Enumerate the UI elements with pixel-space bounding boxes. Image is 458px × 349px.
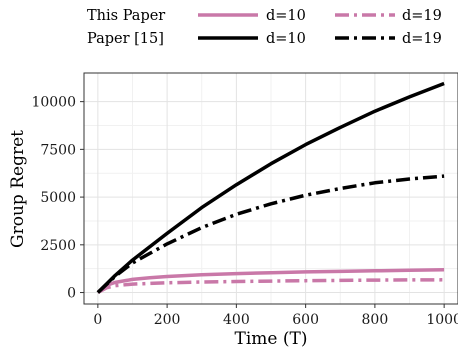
series-lines (96, 81, 445, 295)
x-tick-label: 600 (292, 312, 319, 328)
legend-label-paper15-d19: d=19 (402, 31, 442, 47)
legend-label-this-paper-d10: d=10 (266, 8, 306, 24)
series-line-paper15-d19 (96, 174, 445, 294)
x-axis-title: Time (T) (235, 329, 308, 349)
y-tick-label: 5000 (40, 190, 76, 206)
plot-frame (83, 72, 458, 305)
x-tick-label: 400 (223, 312, 250, 328)
x-tick-label: 1000 (426, 312, 458, 328)
y-tick-label: 0 (67, 286, 76, 302)
legend-label-this-paper-d19: d=19 (402, 8, 442, 24)
legend-label-paper15-d10: d=10 (266, 31, 306, 47)
series-line-this-paper-d19 (97, 278, 445, 295)
legend-group-label-this-paper: This Paper (87, 8, 165, 24)
y-tick-label: 10000 (31, 95, 76, 111)
y-axis-title: Group Regret (8, 130, 28, 248)
legend: This Paper Paper [15] d=10 d=19 d=10 d=1… (87, 8, 442, 47)
series-line-this-paper-d10 (96, 268, 445, 294)
x-tick-label: 0 (93, 312, 102, 328)
x-tick-label: 800 (362, 312, 389, 328)
y-tick-label: 2500 (40, 238, 76, 254)
series-line-paper15-d10 (96, 81, 445, 294)
legend-group-label-paper-15: Paper [15] (87, 31, 164, 47)
y-tick-label: 7500 (40, 142, 76, 158)
x-tick-label: 200 (154, 312, 181, 328)
